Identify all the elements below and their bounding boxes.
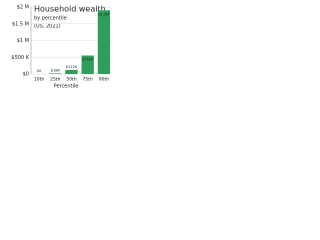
chart: Household wealth by percentile (US, 2021…	[11, 5, 112, 90]
y-tick-label: $1.5 M	[12, 21, 29, 27]
bar	[81, 55, 94, 74]
x-tick-label: 75th	[83, 77, 93, 83]
annotation: (US, 2021)	[34, 24, 61, 30]
chart-subtitle: by percentile	[34, 16, 67, 22]
x-tick-label: 10th	[34, 77, 44, 83]
bar	[97, 10, 111, 75]
value-label: $122K	[66, 65, 78, 69]
x-tick-label: 50th	[66, 77, 76, 83]
bar	[49, 73, 62, 74]
x-tick-label: 90th	[99, 77, 109, 83]
y-tick-label: $1 M	[17, 38, 29, 44]
y-tick-label: $2 M	[17, 5, 29, 11]
value-label: $18K	[51, 68, 61, 72]
y-tick-label: $0	[23, 72, 29, 78]
value-label: $1.9M	[98, 12, 109, 16]
y-tick-label: $500 K	[11, 55, 29, 61]
value-label: $0	[37, 69, 41, 73]
chart-title: Household wealth	[34, 5, 106, 14]
value-label: $552K	[82, 58, 94, 62]
x-axis-label: Percentile	[54, 84, 79, 90]
bar	[65, 69, 78, 74]
x-tick-label: 25th	[50, 77, 60, 83]
page: Household wealth by percentile (US, 2021…	[0, 0, 320, 90]
